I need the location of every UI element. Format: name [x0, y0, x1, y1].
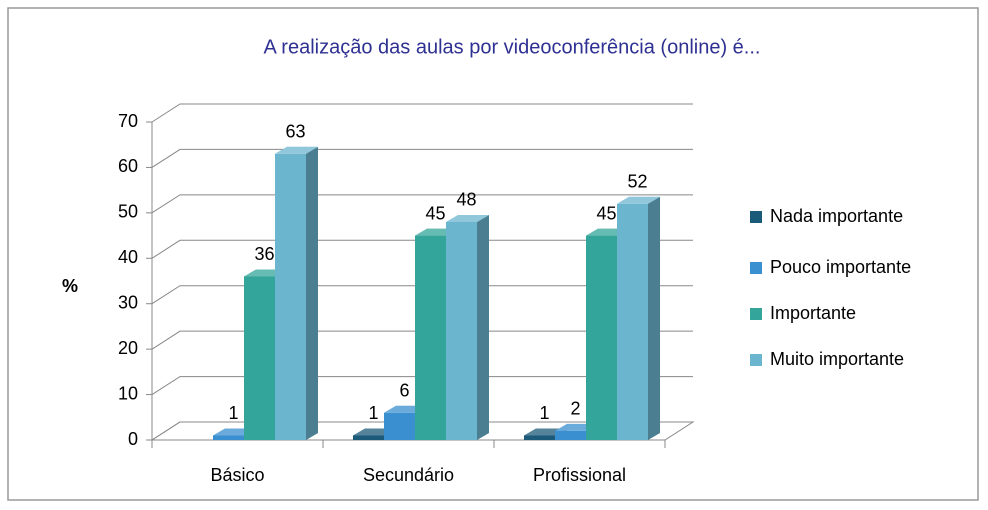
data-label: 45	[425, 203, 445, 223]
y-tick-label: 50	[118, 202, 138, 222]
bar	[415, 235, 446, 440]
chart-title: A realização das aulas por videoconferên…	[264, 36, 761, 58]
legend-swatch	[750, 308, 762, 320]
y-tick-label: 0	[128, 429, 138, 449]
legend-label: Nada importante	[770, 206, 903, 226]
data-label: 2	[570, 399, 580, 419]
legend-swatch	[750, 262, 762, 274]
legend-label: Importante	[770, 303, 856, 323]
grid-line	[151, 239, 693, 259]
bar	[353, 435, 384, 440]
y-tick-label: 60	[118, 156, 138, 176]
bar	[213, 435, 244, 440]
bar	[275, 153, 306, 441]
y-tick-label: 20	[118, 338, 138, 358]
bar-top-shade	[617, 196, 660, 204]
bar-side	[306, 146, 318, 441]
grid-line	[151, 376, 693, 395]
grid-line	[151, 103, 693, 123]
grid-line	[151, 285, 693, 305]
legend-label: Muito importante	[770, 349, 904, 369]
bar	[555, 430, 586, 440]
legend-label: Pouco importante	[770, 257, 911, 277]
bar-side-shade	[477, 214, 489, 440]
bar-top-shade	[275, 146, 318, 154]
data-label: 45	[596, 203, 616, 223]
y-tick-label: 10	[118, 383, 138, 403]
bar	[617, 203, 648, 440]
grid-line	[151, 330, 693, 350]
bar	[446, 221, 477, 440]
bar	[524, 435, 555, 440]
bar-top	[446, 214, 489, 222]
grid-line	[151, 194, 693, 214]
x-tick-label: Secundário	[363, 465, 454, 485]
bar-side	[477, 214, 489, 440]
x-tick-label: Básico	[210, 465, 264, 485]
bar	[384, 412, 415, 440]
grid-line	[151, 421, 693, 441]
bar	[586, 235, 617, 440]
data-label: 1	[228, 403, 238, 423]
bar-top	[617, 196, 660, 204]
data-label: 1	[368, 403, 378, 423]
data-label: 63	[285, 122, 305, 142]
legend-swatch	[750, 354, 762, 366]
data-label: 6	[399, 380, 409, 400]
bar	[244, 276, 275, 440]
bar-side-shade	[306, 146, 318, 441]
bar-top-shade	[446, 214, 489, 222]
grid-line	[151, 148, 693, 168]
y-tick-label: 40	[118, 247, 138, 267]
x-tick-label: Profissional	[533, 465, 626, 485]
data-label: 36	[254, 244, 274, 264]
y-axis-label: %	[62, 276, 78, 296]
data-label: 48	[456, 190, 476, 210]
data-label: 52	[627, 172, 647, 192]
chart-border	[7, 7, 979, 501]
legend-swatch	[750, 211, 762, 223]
bar-top	[275, 146, 318, 154]
bar-side	[648, 196, 660, 440]
bar-side-shade	[648, 196, 660, 440]
y-tick-label: 30	[118, 292, 138, 312]
y-tick-label: 70	[118, 111, 138, 131]
data-label: 1	[539, 403, 549, 423]
